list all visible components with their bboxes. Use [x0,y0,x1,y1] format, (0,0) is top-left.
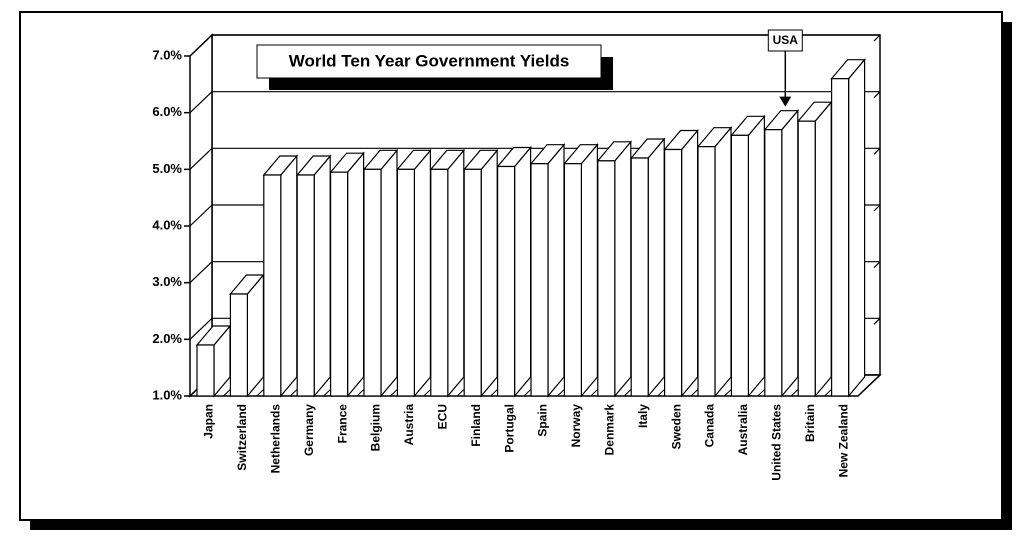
x-tick-label: Denmark [602,404,616,456]
y-tick-label: 7.0% [152,47,182,62]
title-box [256,44,602,79]
bar [296,174,315,397]
right-tick [873,91,881,99]
annotation-box [767,29,803,52]
bar [229,293,248,397]
x-tick-label: United States [769,404,783,481]
x-tick-label: Switzerland [235,404,249,471]
x-tick-label: New Zealand [836,404,850,477]
bar-side [814,100,832,398]
right-tick [873,204,881,212]
x-tick-label: Portugal [502,404,516,453]
bar-side [313,154,331,398]
x-tick-label: Spain [536,404,550,437]
bar [630,157,649,397]
x-tick-label: Netherlands [268,404,282,474]
bar [363,168,382,397]
bar [697,146,716,397]
bar [463,168,482,397]
bar-side [246,273,264,398]
bar [430,168,449,397]
y-tick-label: 3.0% [152,274,182,289]
y-tick-label: 6.0% [152,104,182,119]
bar [797,120,816,397]
bar-side [513,145,532,398]
bar [530,163,549,397]
bar-side [847,58,866,398]
y-tick-label: 4.0% [152,217,182,232]
bar [663,148,683,397]
right-tick [873,261,881,269]
x-tick-label: ECU [435,404,449,429]
bar-side [347,151,365,398]
right-tick [873,374,881,382]
bar-side [547,143,565,398]
right-tick [873,147,881,155]
bar [730,134,750,397]
x-tick-label: Italy [636,404,650,428]
annotation-arrowhead [779,96,792,107]
bar-side [714,126,732,398]
x-tick-label: Australia [736,404,750,456]
bar-side [480,148,498,398]
bar-side [614,140,632,398]
bar [396,168,415,397]
x-tick-label: France [335,404,349,444]
right-tick [873,34,881,42]
plot: 1.0% 2.0% 3.0% 4.0% 5.0% 6.0% 7.0% [152,33,882,402]
bar [563,163,583,397]
bar [764,129,783,397]
x-tick-label: Canada [703,404,717,448]
grid-line [189,147,213,170]
bar-side [447,148,465,398]
grid-line [189,317,213,340]
bar-side [781,109,799,398]
bar-side [647,137,665,398]
bar [830,78,850,397]
bar [263,174,282,397]
grid-line [189,34,213,57]
bar [330,171,349,397]
x-tick-label: Austria [402,404,416,446]
grid-line [189,204,213,227]
annotation: USA [773,33,799,47]
x-tick-label: Japan [202,404,216,439]
bar-side [580,143,599,398]
x-tick-label: Finland [469,404,483,447]
bar-side [413,148,431,398]
y-tick-label: 5.0% [152,161,182,176]
bar-side [280,154,298,398]
y-tick-label: 2.0% [152,331,182,346]
bar-side [747,114,766,398]
right-tick [873,317,881,325]
grid-line [189,91,213,114]
x-tick-label: Germany [302,404,316,456]
x-tick-label: Norway [569,404,583,448]
grid-line [189,261,213,284]
bar [497,165,516,397]
x-tick-label: Sweden [669,404,683,449]
bar-side [380,148,398,398]
bar-side [680,128,699,398]
y-tick-label: 1.0% [152,387,182,402]
bar [597,160,616,397]
chart-title: World Ten Year Government Yields [289,51,570,70]
bar [196,344,215,397]
x-tick-label: Belgium [369,404,383,451]
x-tick-label: Britain [803,404,817,442]
